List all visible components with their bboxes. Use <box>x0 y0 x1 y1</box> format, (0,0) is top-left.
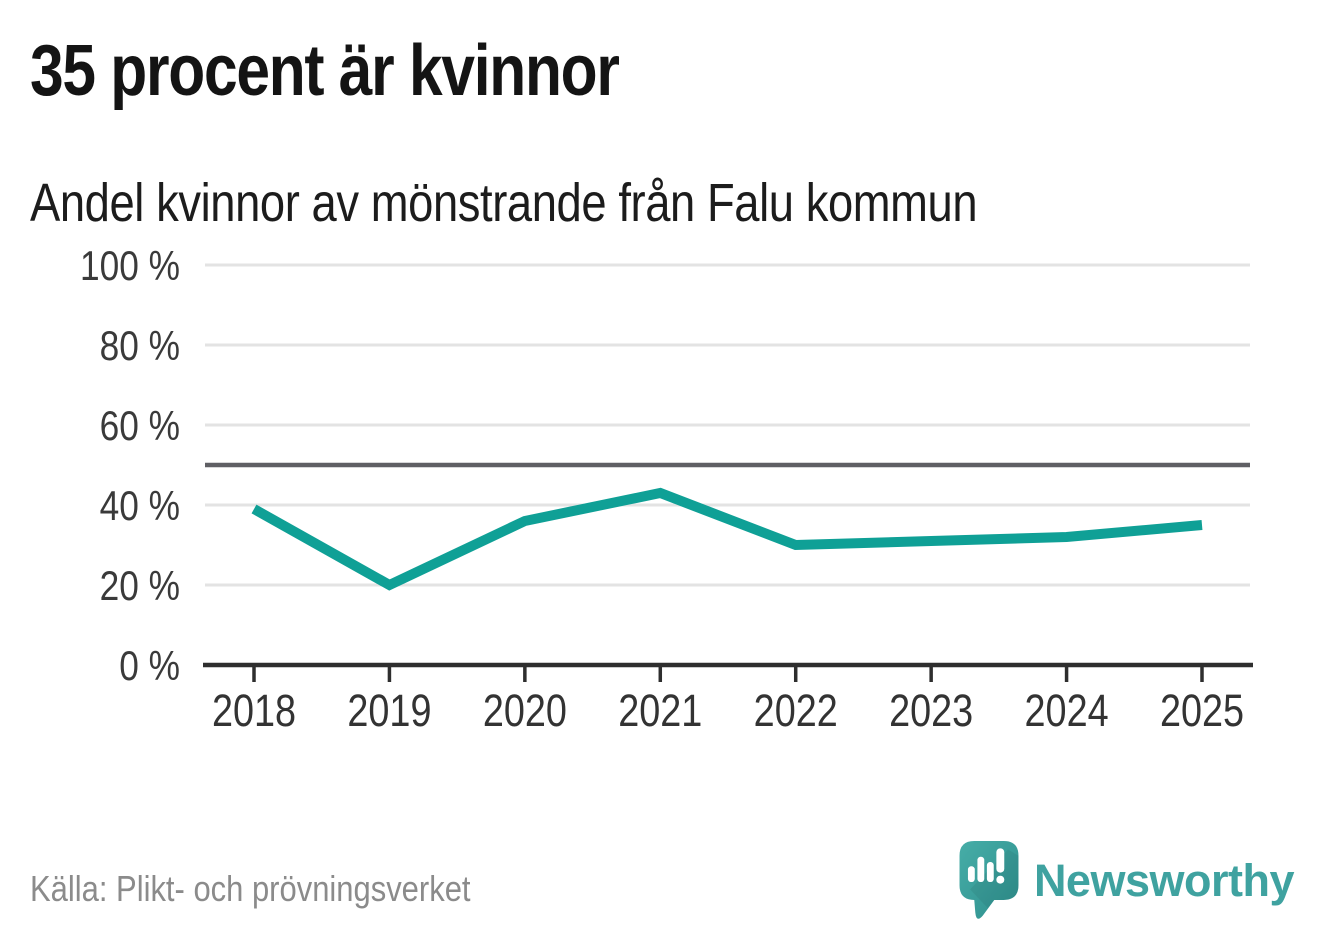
chart-title: 35 procent är kvinnor <box>30 31 620 111</box>
y-axis-tick-label: 20 % <box>100 563 180 610</box>
y-axis-tick-label: 40 % <box>100 483 180 530</box>
newsworthy-logo-text: Newsworthy <box>1033 855 1295 906</box>
y-axis-tick-label: 60 % <box>100 403 180 450</box>
bar-chart-exclamation-glyph <box>967 848 1005 884</box>
x-axis-tick-label: 2022 <box>754 685 838 736</box>
chart-subtitle: Andel kvinnor av mönstrande från Falu ko… <box>30 173 978 233</box>
newsworthy-logo: Newsworthy <box>959 841 1295 921</box>
x-axis-tick-label: 2021 <box>618 685 702 736</box>
x-axis-tick-label: 2020 <box>483 685 567 736</box>
x-axis-tick-label: 2024 <box>1025 685 1109 736</box>
y-axis-tick-label: 80 % <box>100 323 180 370</box>
data-line-series <box>251 487 1203 591</box>
x-axis-tick-label: 2018 <box>212 685 296 736</box>
x-axis-tick-label: 2025 <box>1160 685 1244 736</box>
x-axis-tick-label: 2019 <box>347 685 431 736</box>
y-axis-tick-label: 0 % <box>119 643 180 690</box>
newsworthy-logo-icon <box>959 841 1019 919</box>
x-axis-tick-label: 2023 <box>889 685 973 736</box>
y-axis-tick-label: 100 % <box>80 243 180 290</box>
source-attribution: Källa: Plikt- och prövningsverket <box>30 868 471 909</box>
